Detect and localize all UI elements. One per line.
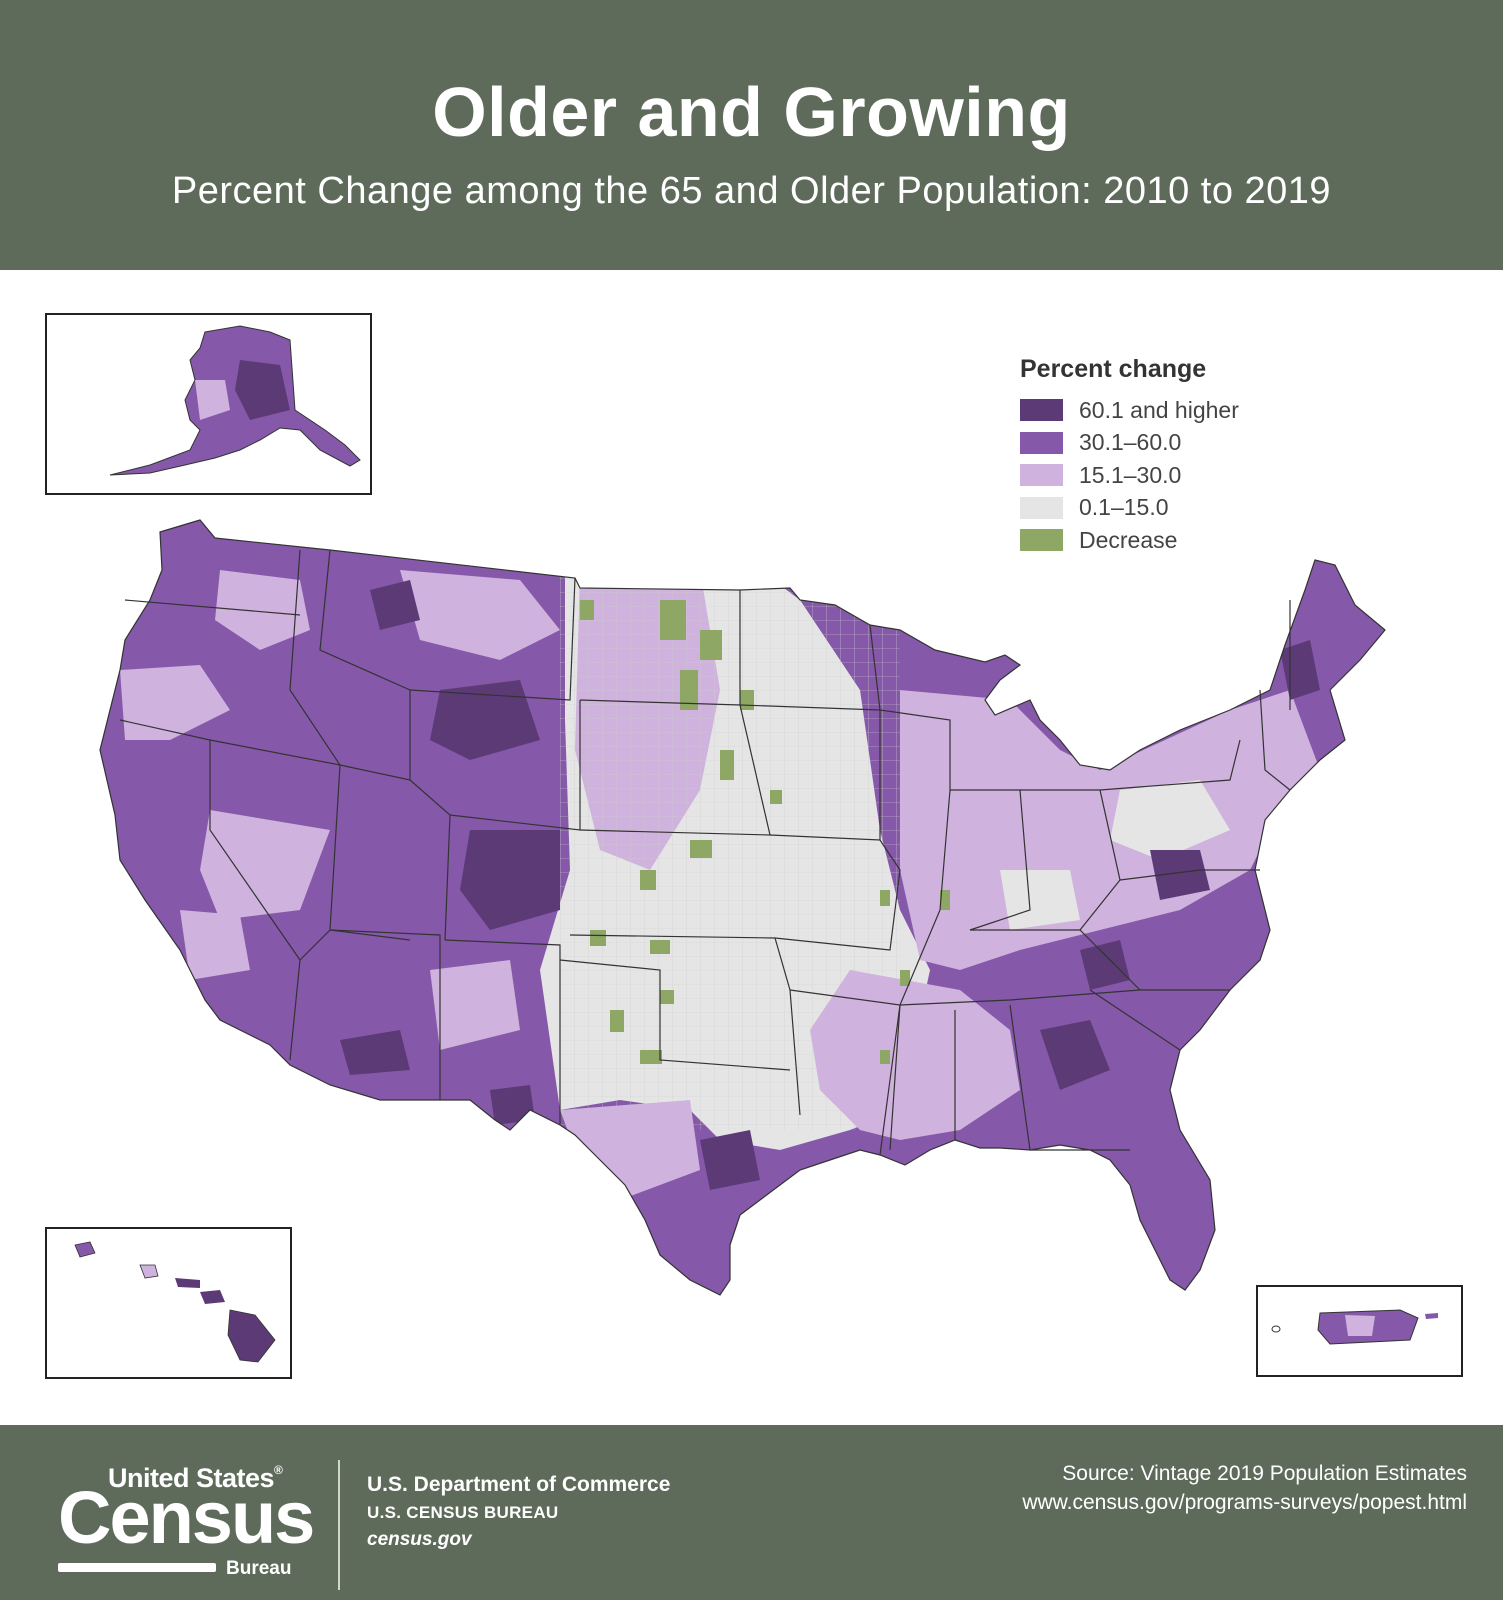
legend-label: 0.1–15.0	[1079, 494, 1169, 521]
legend-item: Decrease	[1020, 524, 1239, 557]
footer-divider	[338, 1460, 340, 1590]
logo-text-top: United States	[108, 1463, 275, 1493]
legend-swatch	[1020, 529, 1063, 552]
legend-label: Decrease	[1079, 526, 1178, 553]
source-url-link[interactable]: www.census.gov/programs-surveys/popest.h…	[1022, 1491, 1467, 1514]
census-website-link[interactable]: census.gov	[367, 1529, 472, 1550]
page-subtitle: Percent Change among the 65 and Older Po…	[171, 170, 1332, 212]
legend-item: 30.1–60.0	[1020, 427, 1239, 460]
legend-swatch	[1020, 464, 1063, 487]
logo-text-sub: Bureau	[226, 1558, 292, 1579]
map-area: Percent change 60.1 and higher 30.1–60.0…	[0, 270, 1503, 1425]
legend-item: 15.1–30.0	[1020, 459, 1239, 492]
header-banner: Older and Growing Percent Change among t…	[0, 0, 1503, 270]
us-map	[45, 313, 1463, 1379]
logo-text-main: Census	[58, 1476, 315, 1559]
legend-item: 0.1–15.0	[1020, 492, 1239, 525]
legend-swatch	[1020, 496, 1063, 519]
department-name: U.S. Department of Commerce	[367, 1473, 671, 1496]
source-block: Source: Vintage 2019 Population Estimate…	[1022, 1459, 1467, 1517]
legend-title: Percent change	[1020, 355, 1207, 383]
legend-swatch	[1020, 399, 1063, 422]
alaska-shape	[109, 325, 361, 476]
legend-label: 30.1–60.0	[1079, 429, 1182, 456]
county-shading	[100, 520, 1385, 1295]
bureau-name: U.S. CENSUS BUREAU	[367, 1503, 559, 1522]
page-title: Older and Growing	[432, 73, 1071, 151]
logo-underline	[58, 1563, 216, 1572]
state-boundaries	[99, 519, 1386, 1296]
footer-banner: United States® Census Bureau U.S. Depart…	[0, 1425, 1503, 1600]
legend-label: 15.1–30.0	[1079, 461, 1182, 488]
source-text: Source: Vintage 2019 Population Estimate…	[1062, 1462, 1467, 1485]
legend-swatch	[1020, 431, 1063, 454]
map-legend: Percent change 60.1 and higher 30.1–60.0…	[1020, 355, 1239, 557]
department-block: U.S. Department of Commerce U.S. CENSUS …	[367, 1473, 670, 1551]
logo-registered-mark: ®	[274, 1463, 283, 1477]
legend-item: 60.1 and higher	[1020, 394, 1239, 427]
legend-label: 60.1 and higher	[1079, 396, 1239, 423]
census-logo[interactable]: United States® Census Bureau	[58, 1463, 318, 1583]
